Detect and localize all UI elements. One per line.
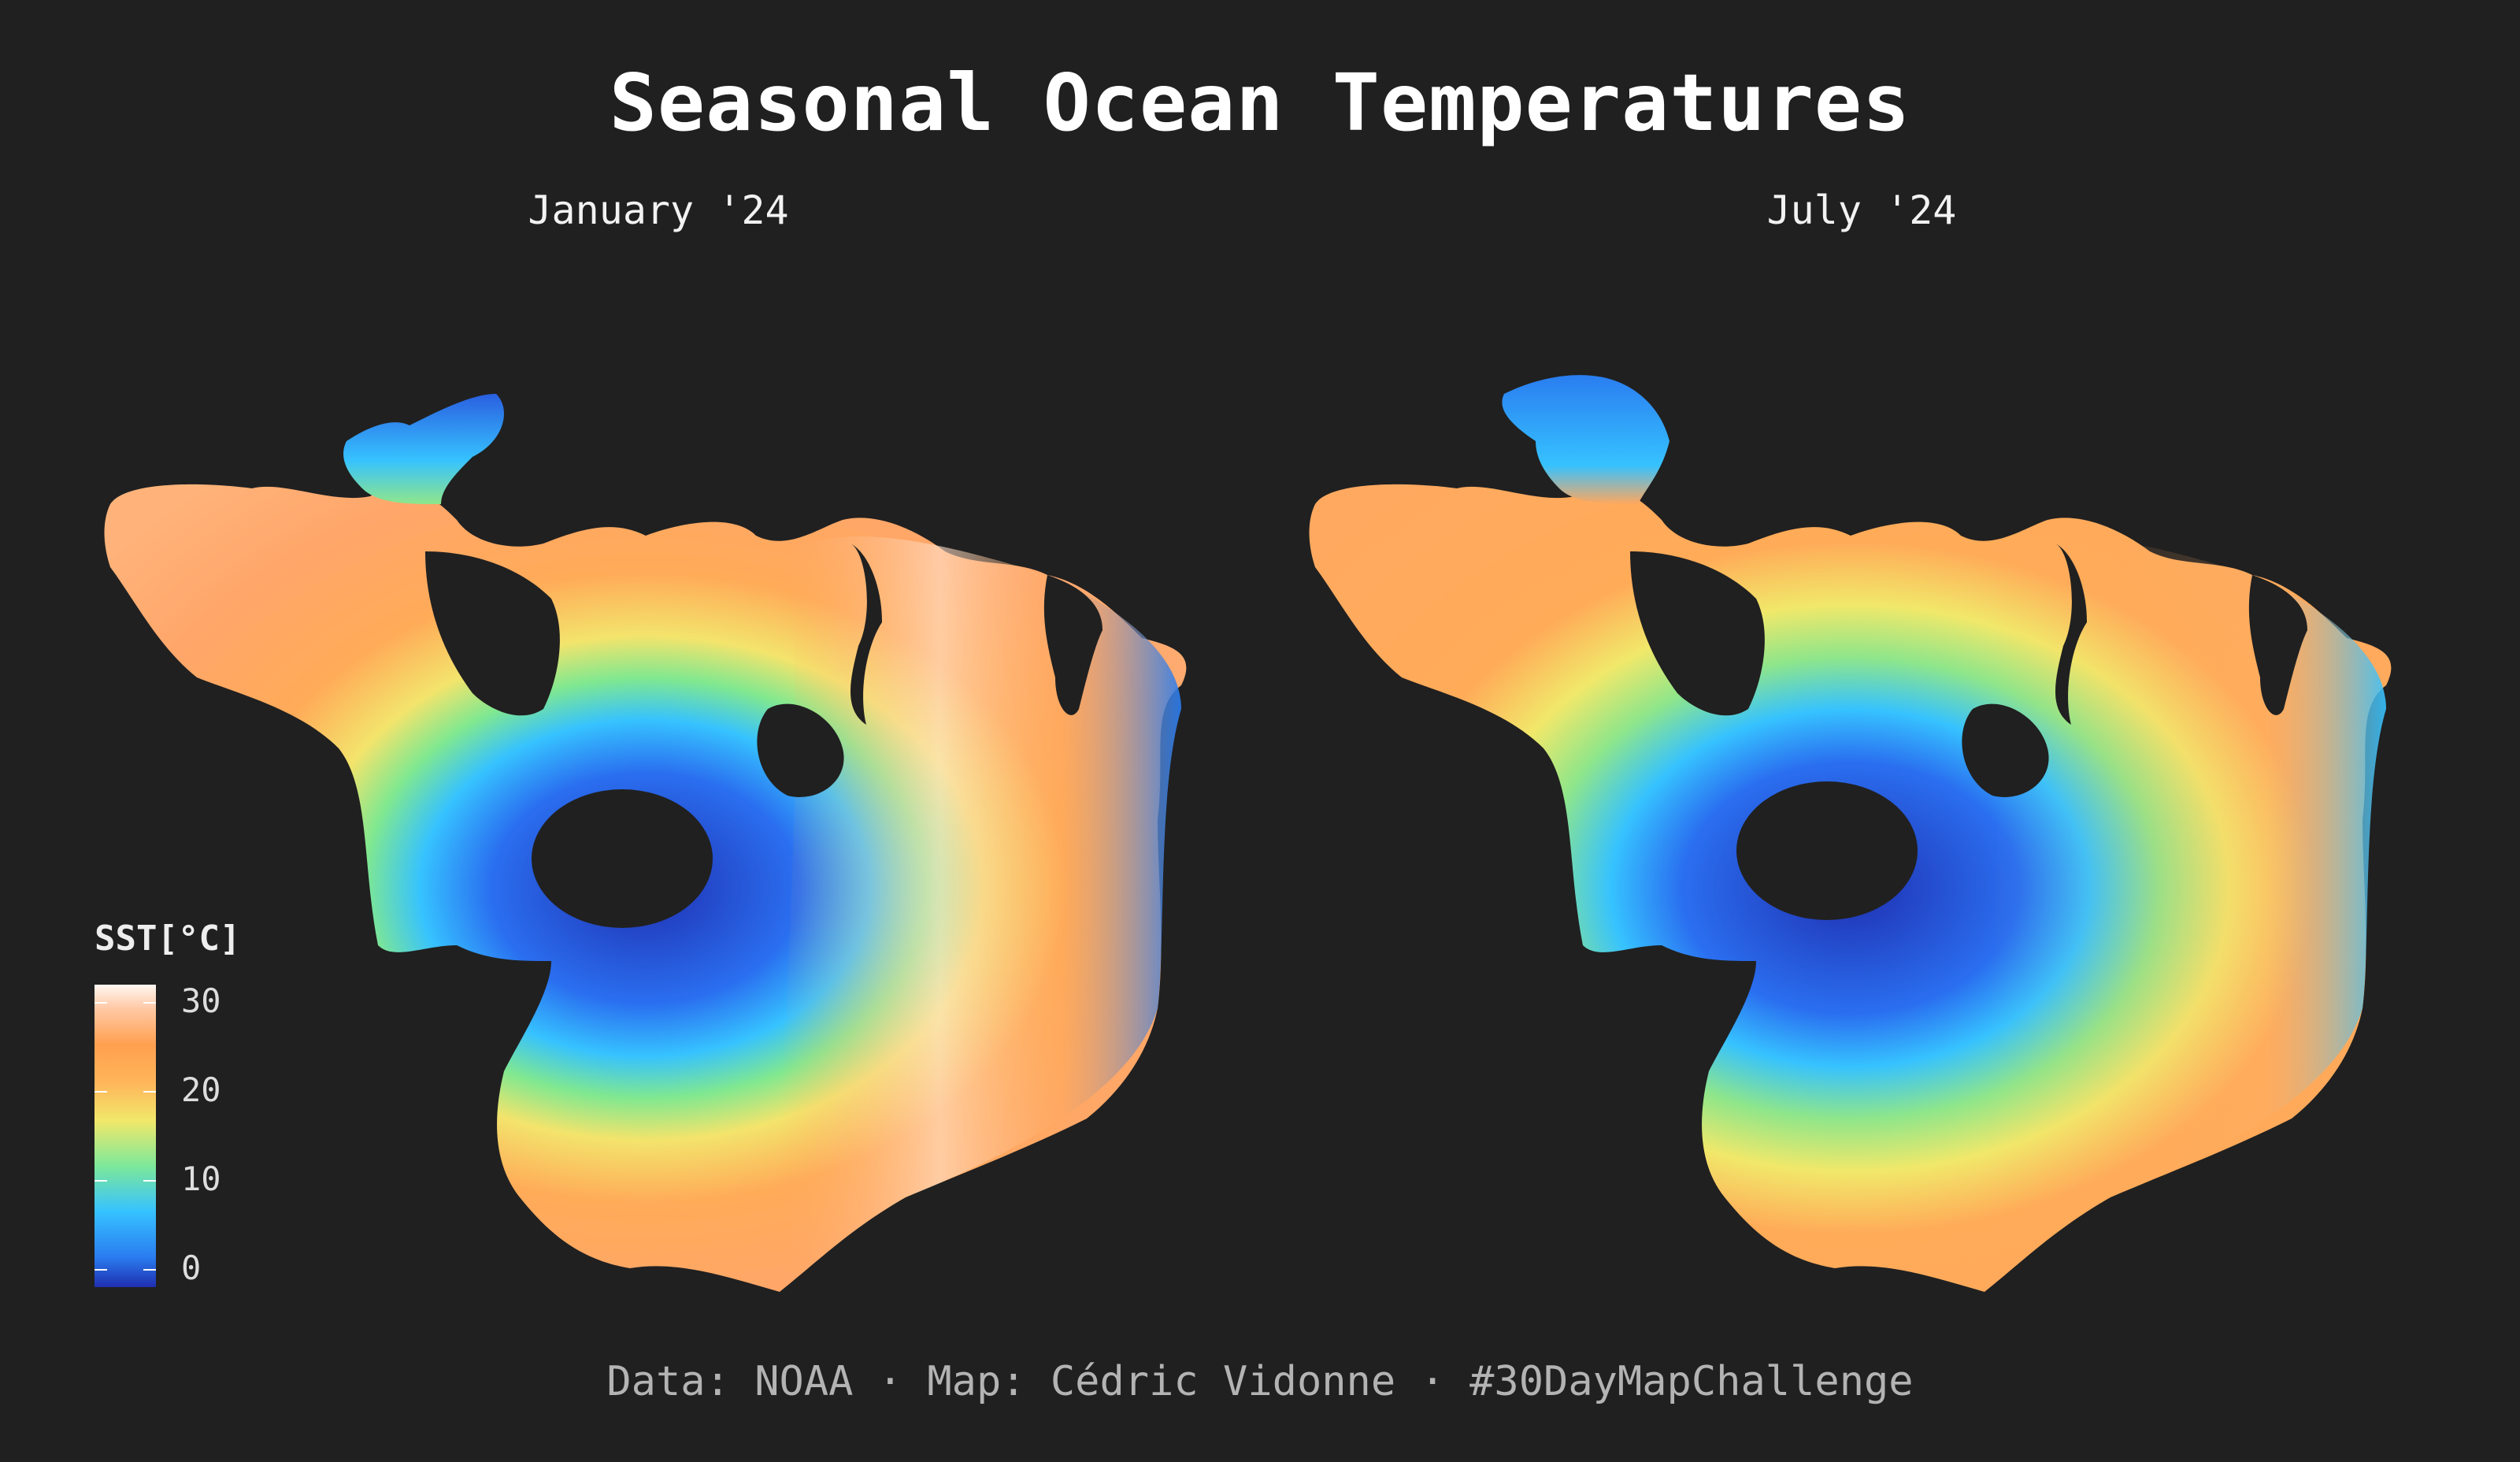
legend-tick-10: 10 [181,1160,221,1198]
legend-tickmark-0-right [143,1269,156,1271]
legend-tick-30: 30 [181,981,221,1020]
australia-landmass-january [757,703,844,797]
asia-islands-january [850,544,882,725]
antarctica-january [532,789,713,928]
legend-tickmark-30-right [143,1002,156,1004]
ocean-east-shading-july [1983,536,2386,1292]
source-caption: Data: NOAA · Map: Cédric Vidonne · #30Da… [606,1358,1914,1405]
legend-tickmark-30 [94,1002,107,1004]
legend-tickmark-20 [94,1091,107,1093]
africa-landmass-july [1630,551,1765,716]
asia-islands-july [2055,544,2087,725]
panel-title-january: January '24 [528,187,789,233]
legend-tick-0: 0 [181,1249,202,1287]
north-sea-january [343,394,504,504]
panel-title-july: July '24 [1766,187,1957,233]
map-title: Seasonal Ocean Temperatures [609,57,1911,149]
legend-tickmark-10 [94,1180,107,1182]
legend-tick-20: 20 [181,1071,221,1109]
legend-tickmark-10-right [143,1180,156,1182]
antarctica-july [1736,781,1918,920]
north-sea-july [1502,375,1670,504]
legend-tickmark-20-right [143,1091,156,1093]
map-july [1309,375,2392,1293]
africa-landmass-january [425,551,560,716]
ocean-east-shading-january [778,536,1181,1292]
australia-landmass-july [1962,703,2049,797]
map-january [104,394,1187,1293]
legend-colorbar [94,985,156,1287]
legend-title: SST[°C] [94,918,241,959]
americas-landmass-january [1043,575,1102,715]
americas-landmass-july [2248,575,2307,715]
legend-tickmark-0 [94,1269,107,1271]
